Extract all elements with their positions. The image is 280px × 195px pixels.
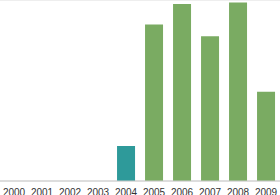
svg-text:2000: 2000 (8, 187, 26, 195)
svg-text:2002: 2002 (59, 187, 82, 195)
svg-text:2006: 2006 (171, 187, 194, 195)
svg-text:2005: 2005 (143, 187, 166, 195)
svg-text:2004: 2004 (115, 187, 138, 195)
svg-text:2009: 2009 (255, 187, 272, 195)
svg-text:2001: 2001 (31, 187, 54, 195)
svg-text:2003: 2003 (87, 187, 110, 195)
svg-text:2008: 2008 (227, 187, 250, 195)
svg-text:2007: 2007 (199, 187, 222, 195)
